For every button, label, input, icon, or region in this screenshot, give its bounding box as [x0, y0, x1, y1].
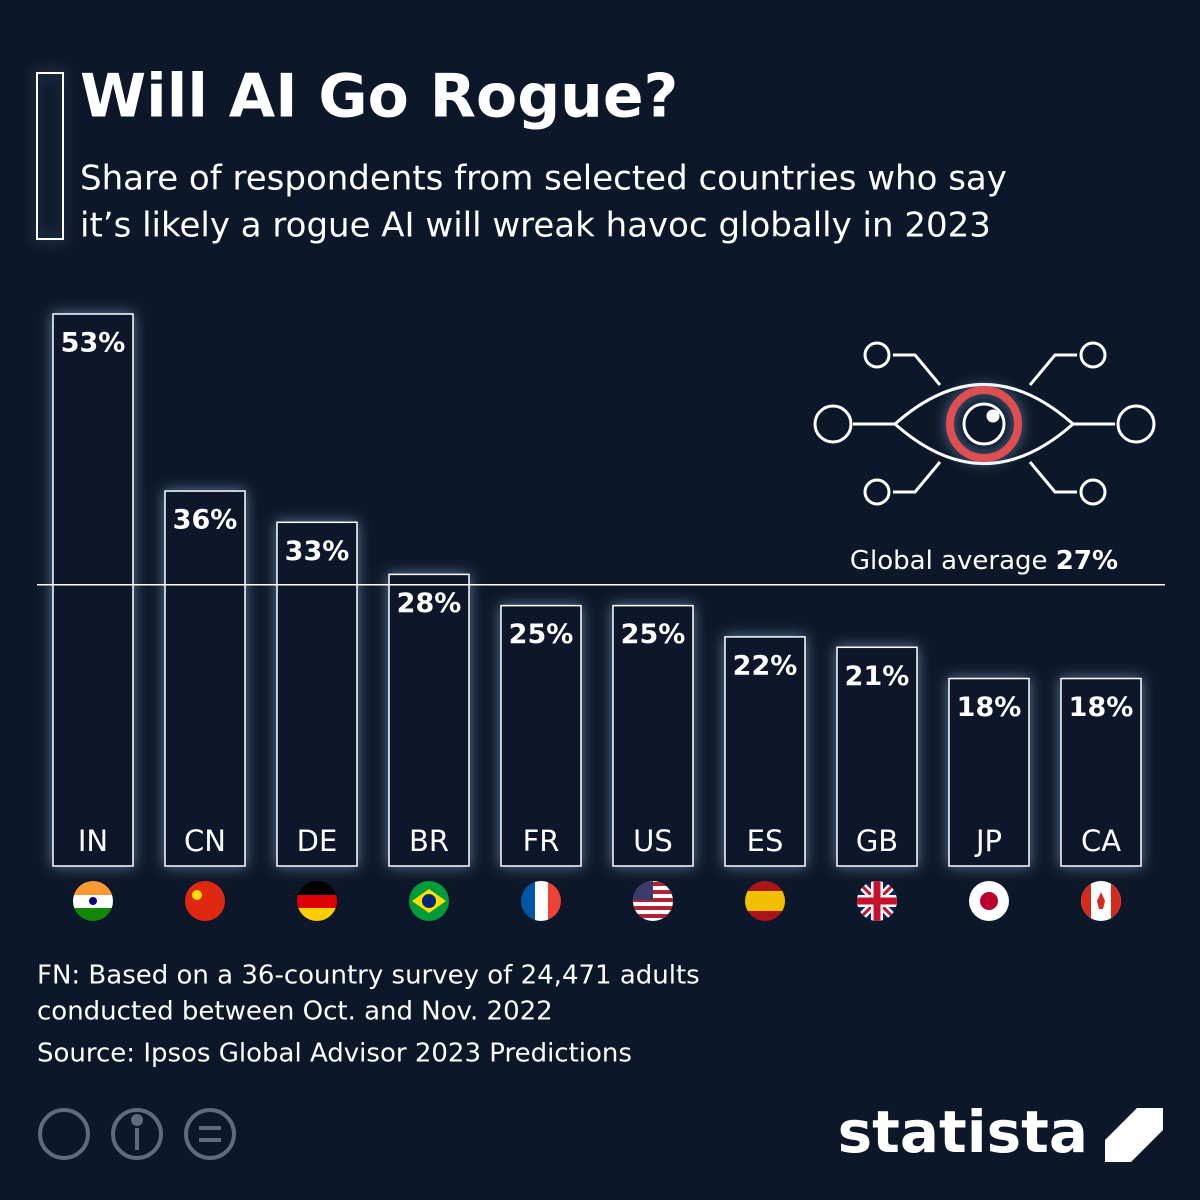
- value-label: 36%: [173, 505, 238, 536]
- category-label: US: [633, 824, 673, 858]
- average-value-label: 27%: [1056, 545, 1118, 575]
- average-label-text: Global average: [850, 545, 1048, 575]
- footnote: FN: Based on a 36-country survey of 24,4…: [37, 961, 700, 991]
- value-label: 53%: [61, 328, 126, 359]
- source: Source: Ipsos Global Advisor 2023 Predic…: [37, 1039, 632, 1069]
- bar: [388, 573, 470, 867]
- bar: [724, 636, 806, 867]
- category-label: GB: [856, 824, 898, 858]
- bar: [612, 604, 694, 867]
- category-label: IN: [78, 824, 108, 858]
- bar: [836, 646, 918, 867]
- category-label: ES: [747, 824, 784, 858]
- category-label: BR: [409, 824, 449, 858]
- bar: [500, 604, 582, 867]
- subtitle: it’s likely a rogue AI will wreak havoc …: [80, 206, 991, 246]
- value-label: 18%: [957, 692, 1022, 723]
- value-label: 21%: [845, 661, 910, 692]
- license-icons: [38, 1108, 236, 1160]
- bar: [52, 313, 134, 867]
- value-label: 18%: [1069, 692, 1134, 723]
- average-label: Global average 27%: [850, 545, 1118, 575]
- category-label: CN: [184, 824, 226, 858]
- footnote: conducted between Oct. and Nov. 2022: [37, 997, 553, 1027]
- brand-logo: [1105, 1108, 1163, 1162]
- category-label: DE: [297, 824, 338, 858]
- eye-icon: [813, 341, 1156, 506]
- bar: [164, 490, 246, 867]
- category-label: JP: [974, 824, 1002, 858]
- category-label: FR: [523, 824, 560, 858]
- category-label: CA: [1081, 824, 1121, 858]
- bar: [276, 521, 358, 867]
- title-accent: [36, 72, 64, 240]
- title: Will AI Go Rogue?: [80, 62, 678, 132]
- value-label: 28%: [397, 588, 462, 619]
- brand: statista: [838, 1098, 1088, 1166]
- bar: [1060, 677, 1142, 867]
- value-label: 25%: [509, 619, 574, 650]
- flags: [73, 881, 1121, 921]
- subtitle: Share of respondents from selected count…: [80, 159, 1007, 199]
- value-label: 22%: [733, 650, 798, 681]
- bar: [948, 677, 1030, 867]
- value-label: 25%: [621, 619, 686, 650]
- value-label: 33%: [285, 536, 350, 567]
